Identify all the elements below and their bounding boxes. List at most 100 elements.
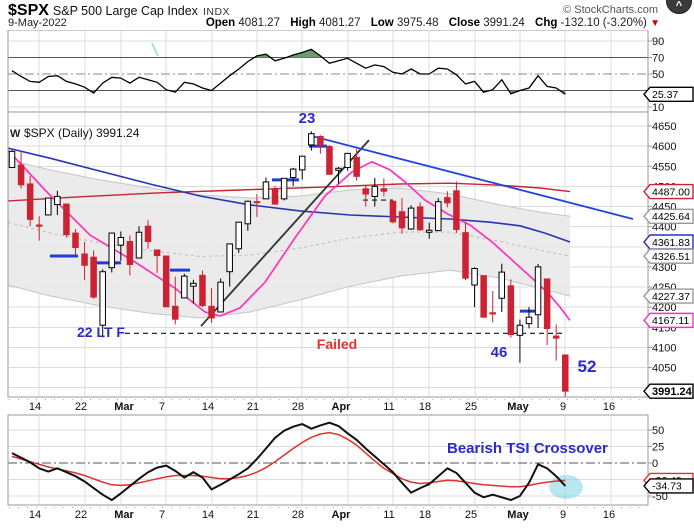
axis-tick-label: 70 <box>652 53 664 65</box>
high-value: 4081.27 <box>318 17 361 29</box>
axis-tick-label: 4200 <box>652 302 676 314</box>
volatility-band-fill <box>8 159 570 318</box>
rsi-panel <box>8 42 648 95</box>
axis-tick-label: 25 <box>652 442 664 454</box>
date-tick-label: 14 <box>29 509 41 521</box>
down-triangle-icon: ▼ <box>650 18 660 29</box>
date-tick-label: May <box>507 401 529 413</box>
bearish-crossover-note: Bearish TSI Crossover <box>447 440 608 457</box>
chart-header: $SPX S&P 500 Large Cap Index INDX © StockC… <box>0 0 694 30</box>
axis-tick-label: 4100 <box>652 342 676 354</box>
down-trendline <box>311 135 634 220</box>
axis-tick-label: 4550 <box>652 161 676 173</box>
ltf-label: 22 LT F <box>77 324 125 340</box>
chg-label: Chg <box>535 17 558 29</box>
date-tick-label: 25 <box>465 509 477 521</box>
axis-value-text: 4425.64 <box>652 211 690 223</box>
date-tick-label: Apr <box>332 401 352 413</box>
close-label: Close <box>448 17 481 29</box>
ohlc-quote-row: Open 4081.27 High 4081.27 Low 3975.48 Cl… <box>199 17 660 29</box>
axis-value-box <box>643 312 694 329</box>
date-tick-label: 11 <box>383 509 394 521</box>
band-upper-edge <box>7 159 571 217</box>
date-tick-label: 21 <box>247 401 259 413</box>
exchange-label: INDX <box>202 6 231 18</box>
right-price-axis: 9070503010465046004550450044504400435043… <box>643 36 694 503</box>
open-value: 4081.27 <box>238 17 280 29</box>
wave-count-52: 52 <box>578 357 597 376</box>
axis-tick-label: 50 <box>652 69 664 81</box>
chart-title-text: $SPX (Daily) 3991.24 <box>24 126 140 140</box>
axis-value-box <box>643 383 694 399</box>
axis-tick-label: 4050 <box>652 363 676 375</box>
main-price-panel <box>7 135 634 334</box>
wave-count-23: 23 <box>299 110 316 127</box>
date-tick-label: 22 <box>75 509 87 521</box>
tsi-signal-line <box>11 431 566 488</box>
axis-tick-label: 4600 <box>652 141 676 153</box>
axis-value-box <box>643 234 694 250</box>
up-trendline <box>200 139 370 327</box>
axis-tick-label: 90 <box>652 36 664 48</box>
axis-tick-label: 10 <box>652 102 664 114</box>
date-tick-label: 14 <box>202 509 214 521</box>
date-tick-label: 18 <box>419 401 431 413</box>
band-middle-line <box>7 221 571 257</box>
date-tick-label: Mar <box>114 509 134 521</box>
axis-value-box <box>643 183 694 200</box>
date-tick-label: May <box>507 509 529 521</box>
axis-tick-label: 0 <box>652 458 658 470</box>
axis-value-box <box>643 248 694 264</box>
rsi-panel-border <box>7 29 649 113</box>
axis-tick-label: 4650 <box>652 121 676 133</box>
low-value: 3975.48 <box>396 17 439 29</box>
date-axis: 14 22 Mar 7 14 21 28 Apr 11 18 25 May 9 16 <box>29 401 615 413</box>
axis-value-text: 4227.37 <box>652 291 690 303</box>
chart-date: 9-May-2022 <box>8 17 67 29</box>
date-tick-label: 28 <box>292 401 304 413</box>
date-tick-label: 16 <box>603 401 615 413</box>
date-tick-label: Mar <box>114 401 134 413</box>
high-label: High <box>290 17 316 29</box>
date-tick-label: 16 <box>603 509 615 521</box>
title-row: $SPX S&P 500 Large Cap Index INDX <box>8 2 230 20</box>
axis-value-box <box>643 288 694 304</box>
tsi-line <box>11 421 567 502</box>
date-tick-label: 21 <box>247 509 259 521</box>
axis-value-text: 3991.24 <box>652 386 693 398</box>
date-tick-label: 11 <box>383 401 394 413</box>
chart-title-label: W $SPX (Daily) 3991.24 <box>10 126 140 140</box>
date-tick-label: 28 <box>292 509 304 521</box>
date-tick-label: 14 <box>29 401 41 413</box>
axis-value-text: 25.37 <box>652 89 678 101</box>
axis-tick-label: -50 <box>652 491 668 503</box>
axis-value-text: 4326.51 <box>652 251 690 263</box>
rsi-line <box>11 48 566 95</box>
axis-value-text: -34.73 <box>652 481 682 493</box>
date-tick-label: 25 <box>465 401 477 413</box>
date-tick-label: 14 <box>202 401 214 413</box>
axis-value-box <box>643 478 694 494</box>
tsi-panel-border <box>7 414 649 506</box>
tsi-panel: Bearish TSI Crossover <box>8 421 648 502</box>
wave-count-46: 46 <box>491 344 508 361</box>
chart-tools-icon: W <box>10 128 21 140</box>
axis-value-text: 4167.11 <box>652 315 689 327</box>
date-tick-label: 22 <box>75 401 87 413</box>
date-tick-label: 7 <box>159 509 165 521</box>
stray-annotation-mark <box>151 42 159 57</box>
date-tick-label: 9 <box>560 401 566 413</box>
ma-navy-line <box>7 147 571 243</box>
axis-value-box <box>643 208 694 225</box>
open-label: Open <box>205 17 236 29</box>
date-axis: 14 22 Mar 7 14 21 28 Apr 11 18 25 May 9 16 <box>29 509 615 521</box>
close-value: 3991.24 <box>483 17 525 29</box>
axis-tick-label: 50 <box>652 425 664 437</box>
stockcharts-credit: © StockCharts.com <box>563 4 658 16</box>
scroll-top-icon[interactable]: ^ <box>666 0 692 14</box>
date-tick-label: Apr <box>332 509 352 521</box>
failed-label: Failed <box>317 336 357 352</box>
axis-tick-label: 4300 <box>652 262 676 274</box>
